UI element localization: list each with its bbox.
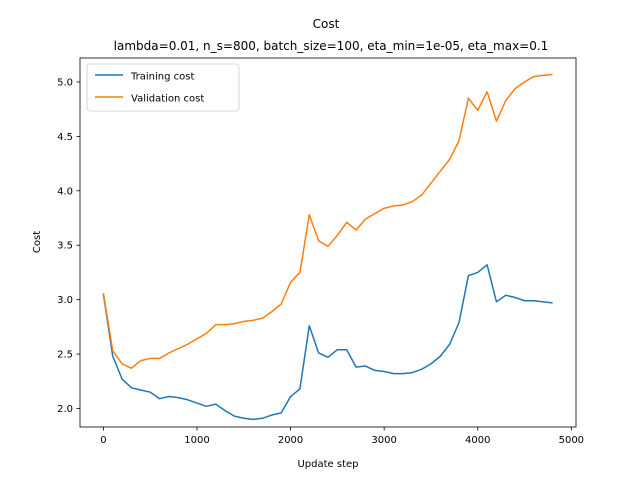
series-layer xyxy=(102,73,553,421)
chart-subtitle: lambda=0.01, n_s=800, batch_size=100, et… xyxy=(114,39,549,53)
x-tick-label: 2000 xyxy=(278,435,303,446)
y-axis-label: Cost xyxy=(32,231,43,253)
y-tick-label: 2.0 xyxy=(57,404,73,415)
x-tick-label: 0 xyxy=(100,435,106,446)
y-tick-label: 4.5 xyxy=(57,132,73,143)
x-tick-label: 5000 xyxy=(559,435,584,446)
x-tick-label: 1000 xyxy=(184,435,209,446)
y-tick-label: 3.5 xyxy=(57,241,73,252)
plot-area-frame xyxy=(79,57,577,428)
y-tick-label: 3.0 xyxy=(57,295,73,306)
y-tick-label: 2.5 xyxy=(57,350,73,361)
chart-title: Cost xyxy=(313,17,340,31)
x-axis-label: Update step xyxy=(297,459,358,470)
ticks-layer: 0 1000 2000 3000 4000 5000 2.0 2.5 3.0 3.5 4.0 4.5 5… xyxy=(57,77,584,446)
x-tick-label: 4000 xyxy=(465,435,490,446)
series-line-training-cost xyxy=(102,264,553,421)
legend: Training cost Validation cost xyxy=(86,63,240,112)
x-tick-label: 3000 xyxy=(371,435,396,446)
y-tick-label: 4.0 xyxy=(57,186,73,197)
legend-label-validation: Validation cost xyxy=(131,94,204,105)
y-tick-label: 5.0 xyxy=(57,77,73,88)
legend-label-training: Training cost xyxy=(130,72,194,83)
legend-box xyxy=(86,63,240,112)
series-line-validation-cost xyxy=(102,73,553,369)
